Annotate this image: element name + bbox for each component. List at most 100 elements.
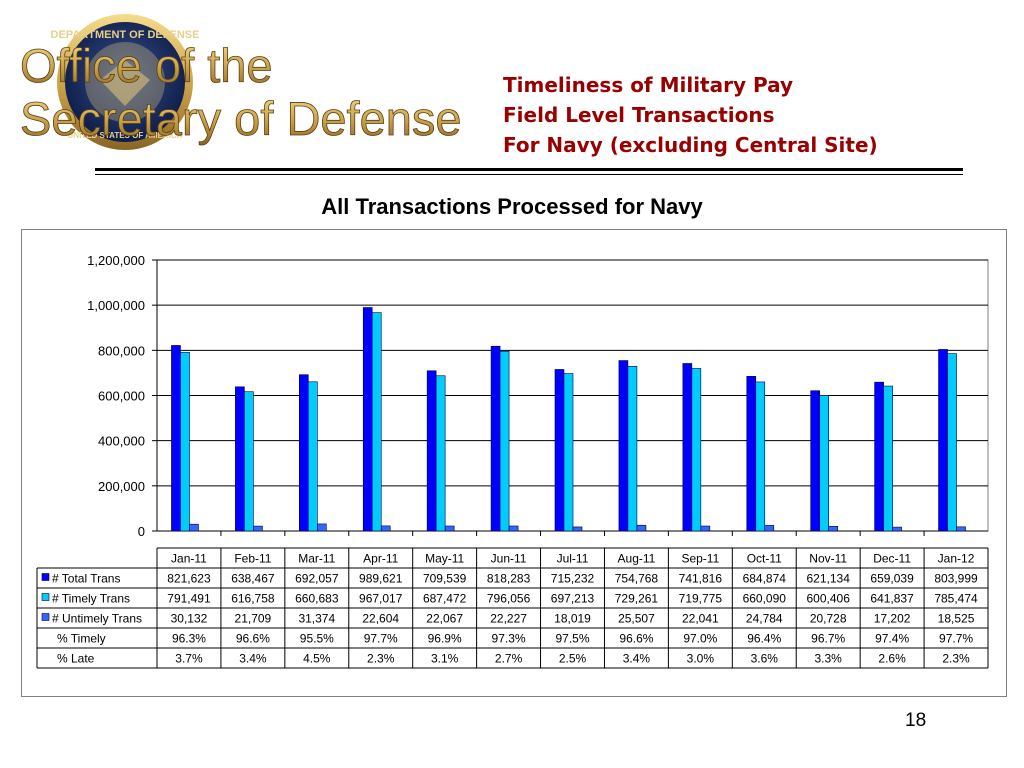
data-label: 2.6% xyxy=(878,652,906,666)
data-label: 97.7% xyxy=(939,632,973,646)
bar xyxy=(746,376,757,532)
header-rule-thick xyxy=(95,168,963,171)
data-label: 97.0% xyxy=(683,632,717,646)
data-label: 989,621 xyxy=(359,572,403,586)
data-label: 638,467 xyxy=(231,572,275,586)
x-tick-label: Feb-11 xyxy=(234,552,271,566)
data-label: 4.5% xyxy=(303,652,331,666)
data-label: 3.7% xyxy=(175,652,203,666)
bar xyxy=(682,363,693,532)
bar xyxy=(435,375,446,532)
data-label: 803,999 xyxy=(934,572,978,586)
bar xyxy=(874,381,884,532)
data-label: 692,057 xyxy=(295,572,339,586)
bar xyxy=(572,526,583,532)
data-label: 785,474 xyxy=(934,592,978,606)
bar xyxy=(171,345,181,532)
bar xyxy=(189,523,199,532)
data-label: 97.5% xyxy=(555,632,589,646)
bar xyxy=(691,368,702,532)
data-label: 3.0% xyxy=(687,652,715,666)
data-label: 659,039 xyxy=(870,572,914,586)
data-label: 96.9% xyxy=(428,632,462,646)
bar xyxy=(810,390,820,532)
data-label: 791,491 xyxy=(167,592,211,606)
x-tick-label: Oct-11 xyxy=(747,552,782,566)
data-label: 2.7% xyxy=(495,652,523,666)
data-label: 18,525 xyxy=(938,612,975,626)
data-label: 796,056 xyxy=(487,592,531,606)
bar xyxy=(426,370,437,532)
data-label: 641,837 xyxy=(870,592,914,606)
bar xyxy=(755,381,766,532)
data-label: 21,709 xyxy=(235,612,272,626)
bar xyxy=(819,395,829,532)
x-tick-label: May-11 xyxy=(425,552,464,566)
dod-seal: DEPARTMENT OF DEFENSE UNITED STATES OF A… xyxy=(51,14,199,150)
bar xyxy=(180,351,190,532)
osd-logo: DEPARTMENT OF DEFENSE UNITED STATES OF A… xyxy=(20,10,470,160)
legend-label: % Late xyxy=(57,652,95,666)
data-label: 3.3% xyxy=(815,652,843,666)
data-label: 17,202 xyxy=(874,612,911,626)
data-label: 3.4% xyxy=(623,652,651,666)
y-tick-label: 1,200,000 xyxy=(87,253,145,268)
bar xyxy=(892,526,902,532)
x-tick-label: Mar-11 xyxy=(298,552,335,566)
data-label: 660,090 xyxy=(743,592,787,606)
bar xyxy=(618,360,629,532)
data-label: 2.5% xyxy=(559,652,587,666)
bar xyxy=(444,525,455,532)
bar xyxy=(499,350,510,532)
data-label: 616,758 xyxy=(231,592,275,606)
seal-text-bottom: UNITED STATES OF AMERICA xyxy=(68,131,183,140)
legend-label: % Timely xyxy=(57,632,106,646)
bar xyxy=(947,353,957,532)
data-label: 95.5% xyxy=(300,632,334,646)
bar xyxy=(636,524,647,532)
bar xyxy=(235,386,245,532)
bar xyxy=(764,525,775,532)
data-label: 3.1% xyxy=(431,652,459,666)
y-tick-label: 800,000 xyxy=(98,343,145,358)
data-label: 30,132 xyxy=(171,612,208,626)
data-label: 97.3% xyxy=(492,632,526,646)
bar xyxy=(956,526,966,532)
data-label: 96.6% xyxy=(619,632,653,646)
x-tick-label: Aug-11 xyxy=(618,552,656,566)
x-tick-label: Jan-12 xyxy=(938,552,975,566)
data-label: 22,604 xyxy=(362,612,399,626)
chart-svg: 0 200,000 400,000 600,000 800,000 1,000,000 1,… xyxy=(36,253,989,669)
data-label: 3.6% xyxy=(751,652,779,666)
data-label: 754,768 xyxy=(615,572,659,586)
logo-text-line1: Office of the xyxy=(20,39,273,92)
bar xyxy=(308,381,318,532)
y-tick-label: 0 xyxy=(138,524,145,539)
y-tick-label: 600,000 xyxy=(98,389,145,404)
data-label: 22,067 xyxy=(426,612,463,626)
chart-title: All Transactions Processed for Navy xyxy=(321,194,703,219)
data-label: 687,472 xyxy=(423,592,467,606)
data-label: 600,406 xyxy=(806,592,850,606)
data-label: 719,775 xyxy=(679,592,723,606)
legend-swatch xyxy=(41,593,50,601)
data-label: 697,213 xyxy=(551,592,595,606)
data-label: 24,784 xyxy=(746,612,783,626)
bar xyxy=(627,366,638,532)
bar xyxy=(244,391,254,532)
x-tick-label: Sep-11 xyxy=(681,552,719,566)
data-label: 20,728 xyxy=(810,612,847,626)
bar xyxy=(253,525,263,532)
x-tick-label: Nov-11 xyxy=(809,552,847,566)
data-label: 818,283 xyxy=(487,572,531,586)
data-label: 2.3% xyxy=(942,652,970,666)
y-tick-label: 400,000 xyxy=(98,434,145,449)
bar xyxy=(938,349,948,532)
bar xyxy=(700,525,711,532)
data-label: 660,683 xyxy=(295,592,339,606)
data-label: 22,227 xyxy=(490,612,527,626)
bar xyxy=(883,385,893,532)
logo-text-line2: Secretary of Defense xyxy=(20,92,462,145)
data-label: 821,623 xyxy=(167,572,211,586)
y-tick-label: 1,000,000 xyxy=(87,298,145,313)
